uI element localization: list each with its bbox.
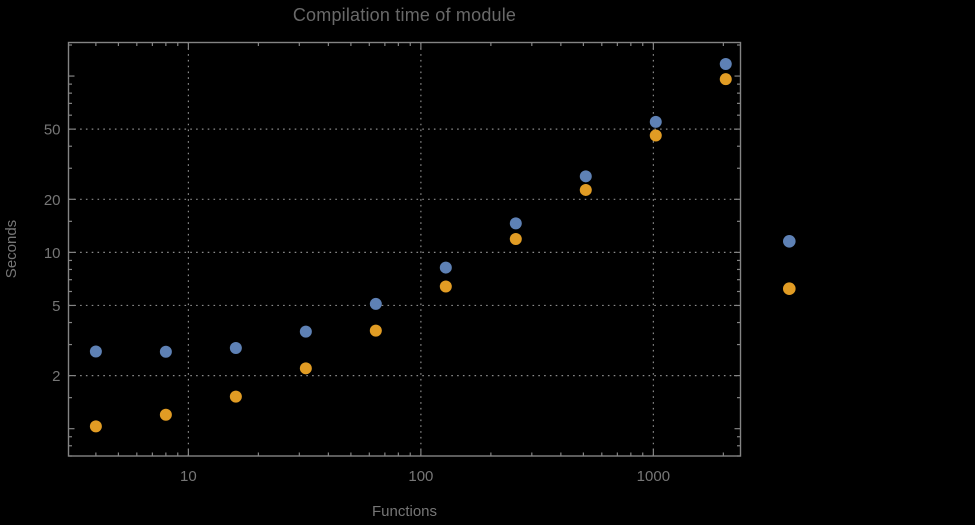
data-point-series-2-orange [159, 408, 172, 421]
data-point-series-2-orange [299, 362, 312, 375]
data-point-series-2-orange [89, 420, 102, 433]
data-point-series-2-orange [369, 324, 382, 337]
y-tick-label: 5 [52, 298, 60, 315]
data-point-series-2-orange [229, 390, 242, 403]
legend-marker-series-1 [783, 235, 796, 248]
data-point-series-1-blue [159, 345, 172, 358]
data-point-series-1-blue [719, 58, 732, 71]
data-point-series-1-blue [229, 341, 242, 354]
legend-marker-series-2 [783, 282, 796, 296]
chart-title: Compilation time of module [292, 5, 517, 25]
x-axis-label: Functions [371, 503, 438, 520]
data-point-series-2-orange [509, 233, 522, 246]
x-tick-label: 1000 [637, 468, 670, 485]
data-point-series-1-blue [579, 170, 592, 183]
data-point-series-1-blue [509, 217, 522, 230]
data-point-series-1-blue [369, 297, 382, 310]
data-point-series-1-blue [89, 345, 102, 358]
data-point-series-1-blue [439, 261, 452, 274]
data-point-series-1-blue [299, 325, 312, 338]
y-tick-label: 10 [44, 245, 61, 262]
data-point-series-2-orange [579, 183, 592, 196]
plot-frame [67, 41, 742, 457]
data-point-series-2-orange [649, 129, 662, 142]
y-axis-label: Seconds [3, 219, 20, 279]
y-tick-label: 2 [52, 368, 60, 385]
x-tick-label: 10 [180, 468, 197, 485]
data-point-series-2-orange [719, 73, 732, 86]
x-tick-label: 100 [408, 468, 433, 485]
data-point-series-1-blue [649, 115, 662, 128]
y-tick-label: 20 [44, 192, 61, 209]
data-point-series-2-orange [439, 280, 452, 293]
y-tick-label: 50 [44, 122, 61, 139]
